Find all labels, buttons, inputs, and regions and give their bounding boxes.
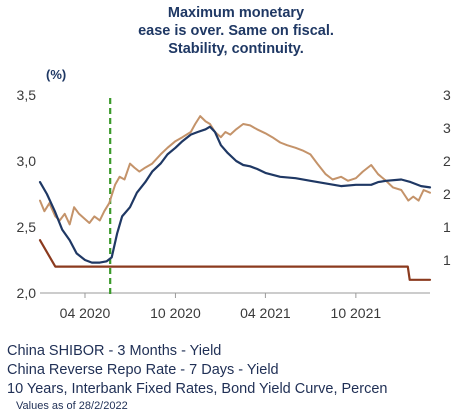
y-tick-label: 2,5 <box>17 219 37 235</box>
values-as-of-note: Values as of 28/2/2022 <box>16 400 128 412</box>
right-tick-label: 2 <box>443 186 451 202</box>
y-axis: 3,5 3,0 2,5 2,0 <box>17 87 37 301</box>
series-line-10y-bond <box>39 115 431 226</box>
y-tick-label: 3,5 <box>17 87 37 103</box>
x-axis: 04 2020 10 2020 04 2021 10 2021 <box>40 292 430 321</box>
right-tick-label: 1 <box>443 252 451 268</box>
right-tick-label: 2 <box>443 153 451 169</box>
chart-title-line: Stability, continuity. <box>168 41 304 57</box>
x-tick-label: 04 2020 <box>60 305 111 321</box>
chart-title-line: Maximum monetary <box>168 5 304 21</box>
right-tick-label: 3 <box>443 120 451 136</box>
y-axis-unit-label: (%) <box>46 67 66 82</box>
series-line-reverse-repo-7d <box>38 239 432 281</box>
chart-title-line: ease is over. Same on fiscal. <box>138 23 334 39</box>
right-tick-label: 1 <box>443 219 451 235</box>
x-tick-label: 10 2020 <box>150 305 201 321</box>
right-tick-label: 3 <box>443 87 451 103</box>
y-tick-label: 2,0 <box>17 285 37 301</box>
legend-entry-shibor: China SHIBOR - 3 Months - Yield <box>7 343 222 359</box>
legend-entry-reverse-repo: China Reverse Repo Rate - 7 Days - Yield <box>7 362 279 378</box>
right-axis: 3 3 2 2 1 1 <box>443 87 451 268</box>
series-layer <box>38 115 432 281</box>
series-line-shibor-3m <box>38 125 432 264</box>
x-tick-label: 10 2021 <box>331 305 382 321</box>
y-tick-label: 3,0 <box>17 153 37 169</box>
x-tick-label: 04 2021 <box>240 305 291 321</box>
legend-entry-10y-bond: 10 Years, Interbank Fixed Rates, Bond Yi… <box>7 381 388 397</box>
